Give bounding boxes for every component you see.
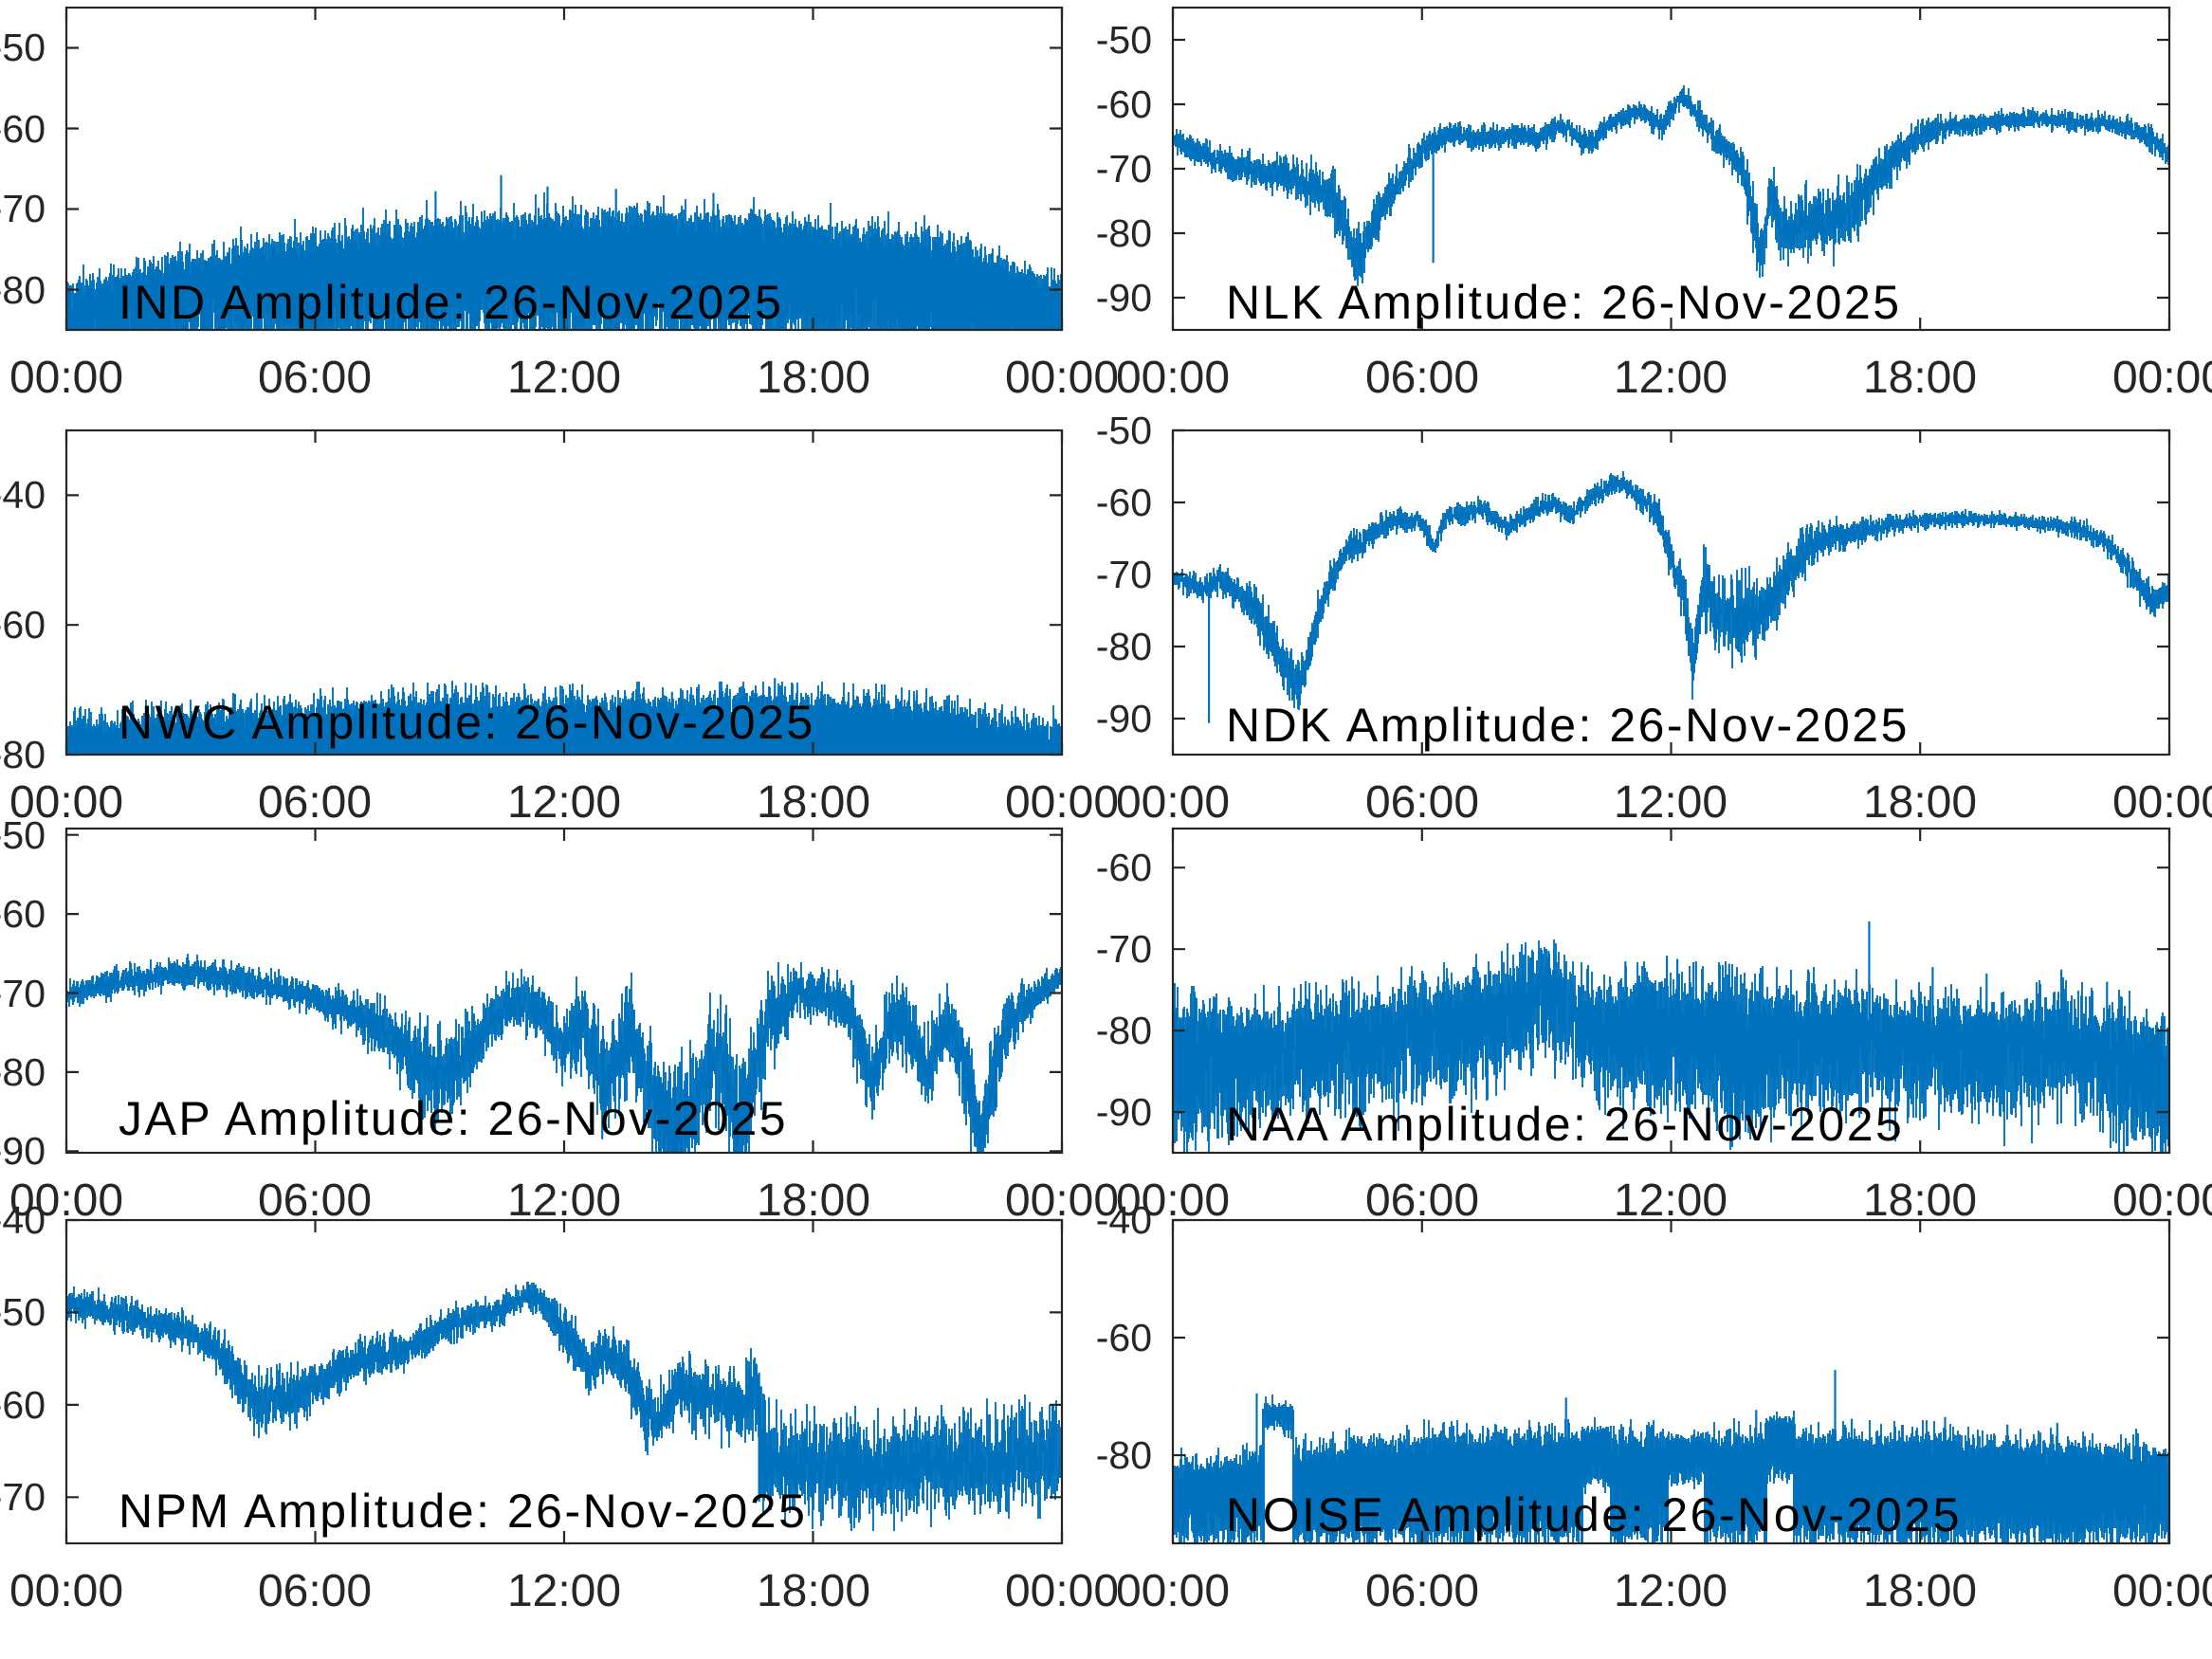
svg-text:-40: -40 bbox=[0, 1198, 46, 1242]
svg-text:-80: -80 bbox=[0, 1050, 46, 1094]
svg-text:NAA Amplitude: 26-Nov-2025: NAA Amplitude: 26-Nov-2025 bbox=[1226, 1098, 1904, 1151]
svg-text:00:00: 00:00 bbox=[2112, 1176, 2212, 1226]
svg-text:NOISE Amplitude: 26-Nov-2025: NOISE Amplitude: 26-Nov-2025 bbox=[1226, 1488, 1962, 1541]
svg-text:18:00: 18:00 bbox=[757, 1176, 870, 1226]
svg-text:18:00: 18:00 bbox=[757, 777, 870, 828]
svg-text:-60: -60 bbox=[1096, 1316, 1152, 1359]
svg-text:18:00: 18:00 bbox=[1863, 777, 1977, 828]
svg-text:-90: -90 bbox=[1096, 276, 1152, 319]
svg-text:06:00: 06:00 bbox=[1365, 1566, 1479, 1616]
svg-text:06:00: 06:00 bbox=[1365, 1176, 1479, 1226]
svg-text:12:00: 12:00 bbox=[1614, 1566, 1728, 1616]
svg-text:12:00: 12:00 bbox=[507, 353, 621, 403]
svg-text:00:00: 00:00 bbox=[1116, 1176, 1230, 1226]
svg-text:NPM Amplitude: 26-Nov-2025: NPM Amplitude: 26-Nov-2025 bbox=[119, 1485, 807, 1538]
svg-text:00:00: 00:00 bbox=[9, 1176, 123, 1226]
svg-text:-90: -90 bbox=[1096, 697, 1152, 740]
svg-text:06:00: 06:00 bbox=[1365, 353, 1479, 403]
svg-text:06:00: 06:00 bbox=[258, 353, 372, 403]
svg-text:18:00: 18:00 bbox=[1863, 1176, 1977, 1226]
svg-text:-70: -70 bbox=[0, 187, 46, 230]
svg-text:-70: -70 bbox=[1096, 147, 1152, 191]
svg-text:-80: -80 bbox=[1096, 1433, 1152, 1477]
svg-text:-60: -60 bbox=[1096, 481, 1152, 524]
svg-text:-60: -60 bbox=[0, 107, 46, 151]
svg-text:-50: -50 bbox=[1096, 409, 1152, 452]
svg-text:00:00: 00:00 bbox=[1116, 777, 1230, 828]
svg-text:-60: -60 bbox=[0, 892, 46, 936]
svg-text:NLK Amplitude: 26-Nov-2025: NLK Amplitude: 26-Nov-2025 bbox=[1226, 276, 1902, 329]
svg-text:00:00: 00:00 bbox=[1116, 353, 1230, 403]
svg-text:00:00: 00:00 bbox=[1116, 1566, 1230, 1616]
svg-text:-80: -80 bbox=[1096, 625, 1152, 668]
svg-text:00:00: 00:00 bbox=[9, 1566, 123, 1616]
svg-text:00:00: 00:00 bbox=[1005, 777, 1119, 828]
svg-text:-60: -60 bbox=[0, 1383, 46, 1427]
svg-text:00:00: 00:00 bbox=[9, 353, 123, 403]
svg-text:00:00: 00:00 bbox=[2112, 1566, 2212, 1616]
svg-text:06:00: 06:00 bbox=[1365, 777, 1479, 828]
svg-text:-80: -80 bbox=[0, 733, 46, 776]
svg-text:18:00: 18:00 bbox=[1863, 353, 1977, 403]
svg-text:-70: -70 bbox=[1096, 553, 1152, 596]
svg-text:-70: -70 bbox=[0, 1475, 46, 1519]
svg-text:18:00: 18:00 bbox=[757, 1566, 870, 1616]
svg-text:-80: -80 bbox=[1096, 1009, 1152, 1052]
svg-text:NDK Amplitude: 26-Nov-2025: NDK Amplitude: 26-Nov-2025 bbox=[1226, 699, 1910, 752]
svg-text:-80: -80 bbox=[0, 268, 46, 312]
svg-text:00:00: 00:00 bbox=[1005, 353, 1119, 403]
svg-text:IND Amplitude: 26-Nov-2025: IND Amplitude: 26-Nov-2025 bbox=[119, 276, 783, 329]
svg-text:-50: -50 bbox=[0, 1290, 46, 1334]
svg-text:-90: -90 bbox=[1096, 1090, 1152, 1134]
svg-text:12:00: 12:00 bbox=[1614, 777, 1728, 828]
svg-text:-60: -60 bbox=[1096, 846, 1152, 889]
svg-text:06:00: 06:00 bbox=[258, 777, 372, 828]
svg-text:12:00: 12:00 bbox=[507, 1566, 621, 1616]
svg-text:-60: -60 bbox=[0, 603, 46, 647]
svg-text:-70: -70 bbox=[1096, 927, 1152, 971]
svg-text:06:00: 06:00 bbox=[258, 1566, 372, 1616]
svg-text:-50: -50 bbox=[0, 26, 46, 69]
svg-text:18:00: 18:00 bbox=[757, 353, 870, 403]
svg-text:00:00: 00:00 bbox=[2112, 777, 2212, 828]
svg-text:NWC Amplitude: 26-Nov-2025: NWC Amplitude: 26-Nov-2025 bbox=[119, 696, 815, 749]
svg-text:-50: -50 bbox=[0, 813, 46, 857]
svg-text:00:00: 00:00 bbox=[1005, 1566, 1119, 1616]
svg-text:12:00: 12:00 bbox=[507, 1176, 621, 1226]
svg-text:-40: -40 bbox=[1096, 1198, 1152, 1242]
svg-text:12:00: 12:00 bbox=[1614, 1176, 1728, 1226]
svg-text:00:00: 00:00 bbox=[2112, 353, 2212, 403]
svg-text:12:00: 12:00 bbox=[507, 777, 621, 828]
svg-text:00:00: 00:00 bbox=[9, 777, 123, 828]
svg-text:JAP Amplitude: 26-Nov-2025: JAP Amplitude: 26-Nov-2025 bbox=[119, 1092, 788, 1145]
svg-text:06:00: 06:00 bbox=[258, 1176, 372, 1226]
svg-text:-40: -40 bbox=[0, 473, 46, 517]
svg-text:-60: -60 bbox=[1096, 82, 1152, 126]
svg-text:12:00: 12:00 bbox=[1614, 353, 1728, 403]
svg-text:00:00: 00:00 bbox=[1005, 1176, 1119, 1226]
svg-text:-50: -50 bbox=[1096, 18, 1152, 62]
svg-text:18:00: 18:00 bbox=[1863, 1566, 1977, 1616]
svg-text:-80: -80 bbox=[1096, 211, 1152, 255]
svg-text:-70: -70 bbox=[0, 972, 46, 1015]
svg-text:-90: -90 bbox=[0, 1129, 46, 1173]
